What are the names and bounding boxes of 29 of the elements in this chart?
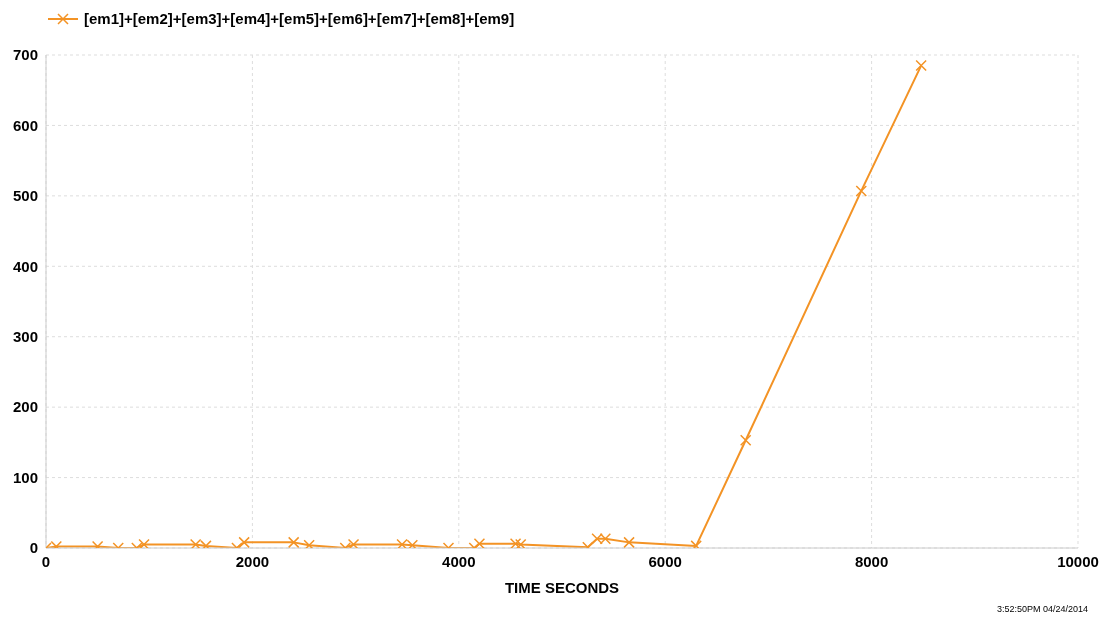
point: [509, 538, 522, 548]
point: [514, 538, 527, 548]
point: [238, 536, 250, 548]
y-tick-label: 500: [12, 187, 38, 205]
y-tick-label: 0: [29, 539, 38, 557]
legend-label: [em1]+[em2]+[em3]+[em4]+[em5]+[em6]+[em7]+[em8]+[em9]: [84, 10, 515, 27]
y-tick-label: 600: [12, 116, 38, 134]
point: [855, 185, 868, 197]
x-tick-label: 2000: [235, 552, 270, 570]
text: 3:52:50PM 04/24/2014: [996, 604, 1088, 614]
point: [347, 538, 360, 548]
y-tick-label: 100: [12, 468, 38, 486]
x-tick-label: 4000: [442, 552, 476, 570]
y-tick-label: 200: [12, 398, 38, 416]
point: [138, 538, 150, 548]
point: [287, 536, 300, 548]
point: [473, 538, 486, 548]
x-tick-label: 0: [41, 552, 51, 570]
x-axis-title: TIME SECONDS: [504, 579, 620, 596]
point: [915, 59, 927, 72]
point: [739, 434, 752, 446]
point: [303, 539, 315, 548]
y-tick-label: 400: [12, 257, 38, 275]
x-tick-label: 10000: [1057, 552, 1099, 570]
point: [623, 536, 635, 548]
y-tick-label: 300: [12, 328, 38, 346]
x-tick-label: 8000: [854, 552, 889, 570]
x-tick-label: 6000: [648, 552, 682, 570]
y-tick-label: 700: [12, 46, 38, 64]
